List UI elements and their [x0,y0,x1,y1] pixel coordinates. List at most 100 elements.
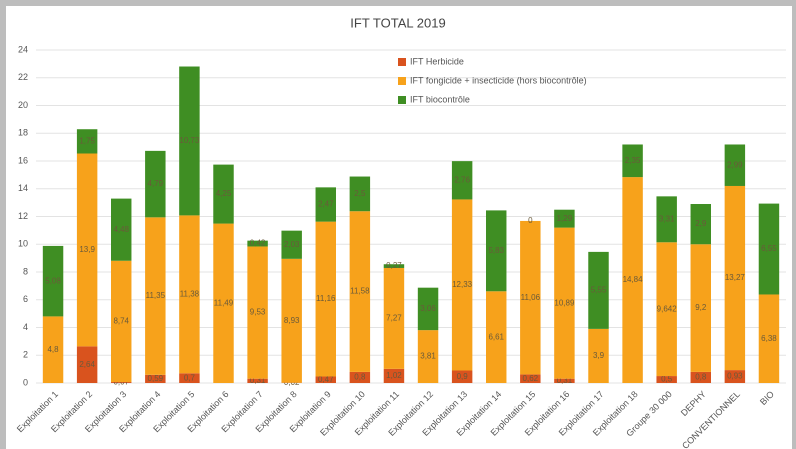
data-label: 10,89 [554,298,575,307]
bar-segment [315,376,336,383]
bar-segment [281,230,302,259]
data-label: 0,5 [661,375,673,384]
bar-segment [656,242,677,377]
data-label: 2,47 [318,200,334,209]
bar-segment [724,185,746,371]
bar-segment [486,210,507,292]
data-label: 0,8 [354,373,366,382]
data-label: 0,9 [457,372,469,381]
chart-title: IFT TOTAL 2019 [350,15,445,30]
bar-segment [349,211,371,372]
y-tick-label: 24 [18,44,28,54]
bar-segment [42,245,64,317]
bar-segment [383,264,405,268]
data-label: 14,84 [623,275,644,284]
bar-segment [213,223,234,383]
data-label: 9,2 [695,303,707,312]
data-label: 4,48 [113,225,129,234]
bar-segment [145,150,166,218]
legend-label: IFT biocontrôle [410,94,470,104]
y-tick-label: 20 [18,100,28,110]
data-label: 0,62 [523,374,539,383]
bar-segment [622,144,643,178]
bar-segment [656,196,677,243]
y-tick-label: 10 [18,239,28,249]
data-label: 11,49 [214,298,234,307]
bar-segment [554,209,575,228]
bar-segment [417,330,439,383]
bar-segment [383,368,405,383]
data-label: 8,93 [284,316,300,325]
data-label: 2,76 [454,175,470,184]
bar-segment [451,370,473,383]
data-label: 4,8 [47,345,59,354]
bar-segment [179,66,200,216]
data-label: 3,31 [659,214,675,223]
bar-segment [690,204,711,245]
data-label: 0 [528,216,533,225]
legend-swatch [398,58,406,66]
data-label: 12,33 [452,280,473,289]
data-label: 0,42 [250,239,266,248]
data-label: 6,38 [761,334,777,343]
data-label: 5,08 [45,276,61,285]
y-tick-label: 18 [18,128,28,138]
data-label: 0,7 [184,373,196,382]
bar-segment [42,316,64,383]
data-label: 0,59 [148,374,164,383]
bar-segment [315,187,336,222]
bar-segment [247,378,268,383]
bar-segment [281,258,302,383]
data-label: 0,8 [695,373,707,382]
data-label: 1,29 [557,214,573,223]
bar-segment [76,346,98,383]
data-label: 10,73 [179,136,200,145]
data-label: 0,31 [557,376,573,385]
bar-segment [76,129,98,154]
bar-segment [520,220,541,375]
data-label: 9,642 [657,304,678,313]
y-tick-label: 6 [23,294,28,304]
bar-segment [690,244,711,372]
data-label: 0,07 [113,378,129,387]
data-label: 2,99 [727,160,743,169]
bar-segment [349,371,371,383]
bar-segment [690,371,711,383]
y-tick-label: 4 [23,322,28,332]
bar-segment [213,164,234,224]
legend-swatch [398,77,406,85]
data-label: 11,35 [146,291,166,300]
data-label: 3,81 [420,352,436,361]
data-label: 7,27 [386,314,402,323]
legend-label: IFT Herbicide [410,56,464,66]
data-label: 2,03 [284,240,300,249]
data-label: 3,9 [593,351,605,360]
bar-segment [588,328,609,383]
data-label: 4,25 [216,189,232,198]
bar-segment [179,215,200,374]
data-label: 11,38 [180,289,200,298]
bar-segment [588,251,609,329]
bar-segment [486,291,507,383]
bar-segment [179,373,200,383]
data-label: 0,27 [386,261,402,270]
data-label: 9,53 [250,308,266,317]
bar-segment [76,153,98,347]
data-label: 2,35 [625,156,641,165]
y-tick-label: 2 [23,350,28,360]
data-label: 0,93 [727,372,743,381]
bar-segment [758,203,780,295]
bar-segment [111,260,132,383]
bar-segment [417,287,439,331]
bar-segment [383,267,405,369]
data-label: 0,31 [250,376,266,385]
bar-segment [247,240,268,247]
data-label: 5,83 [488,246,504,255]
data-label: 2,5 [354,189,366,198]
data-label: 6,61 [488,332,504,341]
bar-segment [111,198,132,261]
data-label: 13,27 [725,273,746,282]
bar-segment [451,199,473,371]
bar-segment [247,246,268,379]
y-tick-label: 16 [18,155,28,165]
